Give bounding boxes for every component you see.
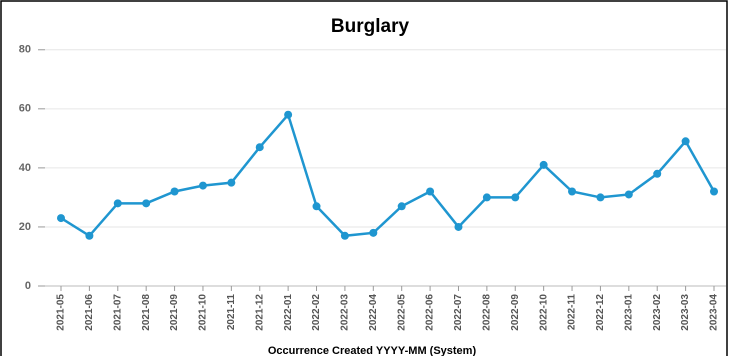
x-tick-label: 2021-09 xyxy=(169,294,180,331)
y-tick-label: 20 xyxy=(19,221,31,233)
point xyxy=(340,231,349,240)
point xyxy=(426,187,435,196)
x-tick-label: 2023-04 xyxy=(709,294,720,331)
line xyxy=(60,112,716,238)
y-tick-label: 80 xyxy=(19,44,31,56)
x-tick-label: 2021-06 xyxy=(84,294,95,331)
x-tick-label: 2021-05 xyxy=(56,294,67,331)
x-tick-label: 2022-04 xyxy=(368,294,379,331)
point xyxy=(653,169,662,178)
point xyxy=(511,193,520,202)
chart-title: Burglary xyxy=(331,16,410,37)
point xyxy=(312,202,321,211)
x-tick-label: 2022-05 xyxy=(396,294,407,331)
point xyxy=(397,202,406,211)
point xyxy=(681,137,690,146)
y-tick-label: 60 xyxy=(19,103,31,115)
x-tick-label: 2022-07 xyxy=(453,294,464,331)
point xyxy=(227,178,236,187)
x-tick-label: 2022-01 xyxy=(283,294,294,331)
point xyxy=(170,187,179,196)
point xyxy=(596,193,605,202)
x-tick-label: 2022-03 xyxy=(340,294,351,331)
point xyxy=(284,110,293,119)
x-tick-label: 2022-11 xyxy=(567,294,578,331)
x-tick-label: 2022-12 xyxy=(595,294,606,331)
point xyxy=(113,199,122,208)
point xyxy=(539,160,548,169)
x-tick-label: 2021-12 xyxy=(254,294,265,331)
point xyxy=(57,214,65,223)
x-tick-label: 2021-10 xyxy=(198,294,209,331)
point xyxy=(568,187,577,196)
y-tick-label: 0 xyxy=(25,280,31,292)
y-tick-label: 40 xyxy=(19,162,31,174)
point xyxy=(454,222,463,231)
point xyxy=(369,228,378,237)
x-tick-label: 2023-02 xyxy=(652,294,663,331)
x-tick-label: 2021-11 xyxy=(226,294,237,331)
x-tick-label: 2023-01 xyxy=(623,294,634,331)
point xyxy=(482,193,491,202)
x-tick-label: 2022-10 xyxy=(538,294,549,331)
point xyxy=(255,143,264,152)
point xyxy=(142,199,151,208)
x-tick-label: 2023-03 xyxy=(680,294,691,331)
x-tick-label: 2022-02 xyxy=(311,294,322,331)
x-tick-label: 2022-09 xyxy=(510,294,521,331)
x-tick-label: 2022-08 xyxy=(482,294,493,331)
x-tick-label: 2021-08 xyxy=(141,294,152,331)
point xyxy=(624,190,633,199)
x-tick-label: 2021-07 xyxy=(112,294,123,331)
x-tick-label: 2022-06 xyxy=(425,294,436,331)
point xyxy=(85,231,94,240)
x-axis-label: Occurrence Created YYYY-MM (System) xyxy=(268,345,477,356)
point xyxy=(198,181,207,190)
point xyxy=(710,187,718,196)
